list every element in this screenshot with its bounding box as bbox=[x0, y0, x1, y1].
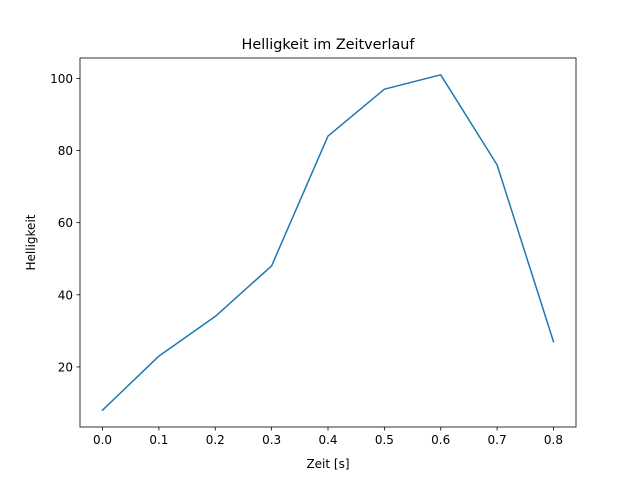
y-tick-label: 80 bbox=[58, 144, 73, 158]
chart-title: Helligkeit im Zeitverlauf bbox=[242, 37, 416, 53]
series-line-helligkeit bbox=[101, 74, 555, 412]
y-tick-label: 20 bbox=[58, 360, 73, 374]
x-tick-label: 0.5 bbox=[375, 433, 394, 447]
x-tick-label: 0.0 bbox=[93, 433, 112, 447]
x-axis-label: Zeit [s] bbox=[306, 457, 349, 471]
x-tick-label: 0.6 bbox=[431, 433, 450, 447]
axes-frame bbox=[79, 57, 577, 428]
y-axis-label: Helligkeit bbox=[24, 214, 38, 270]
y-tick-label: 40 bbox=[58, 288, 73, 302]
x-tick-label: 0.7 bbox=[488, 433, 507, 447]
x-tick-label: 0.4 bbox=[318, 433, 337, 447]
x-tick-label: 0.8 bbox=[544, 433, 563, 447]
x-tick-label: 0.2 bbox=[206, 433, 225, 447]
x-tick-label: 0.3 bbox=[262, 433, 281, 447]
x-tick-label: 0.1 bbox=[149, 433, 168, 447]
y-tick-label: 100 bbox=[50, 72, 73, 86]
y-tick-label: 60 bbox=[58, 216, 73, 230]
